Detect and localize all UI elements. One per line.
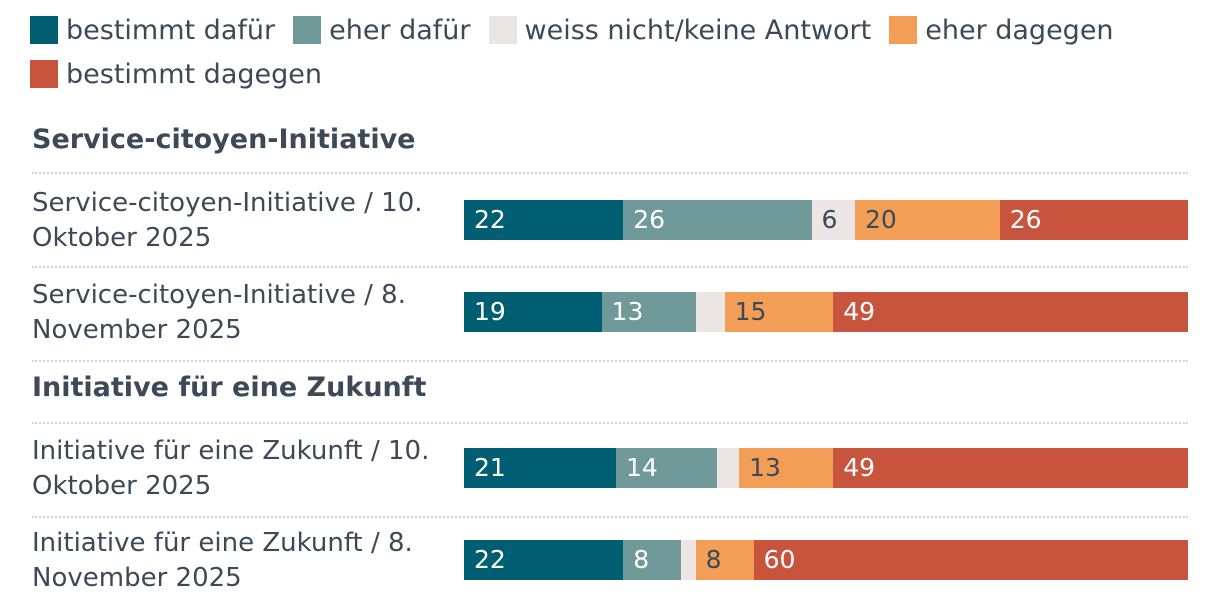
bar-segment-bestimmt_dagegen bbox=[833, 448, 1188, 488]
group-title: Service-citoyen-Initiative bbox=[32, 124, 416, 155]
bar-value-label: 49 bbox=[843, 453, 876, 482]
bar-value-label: 22 bbox=[474, 205, 506, 234]
legend-item-bestimmt_dafuer: bestimmt dafür bbox=[30, 10, 275, 50]
legend-swatch bbox=[889, 16, 918, 44]
bar-segment-eher_dafuer bbox=[616, 448, 718, 488]
row-divider bbox=[32, 516, 1188, 518]
legend-label: bestimmt dagegen bbox=[66, 58, 322, 90]
bar-segment-weiss_nicht bbox=[681, 540, 696, 580]
legend-label: eher dafür bbox=[329, 14, 471, 46]
bar-segment-eher_dagegen bbox=[739, 448, 834, 488]
bar-value-label: 15 bbox=[734, 297, 767, 326]
bar-value-label: 60 bbox=[763, 545, 796, 574]
bar-segment-bestimmt_dagegen bbox=[833, 292, 1188, 332]
row-divider bbox=[32, 266, 1188, 268]
bar-value-label: 20 bbox=[864, 205, 897, 234]
bar-value-label: 14 bbox=[626, 453, 658, 482]
legend-item-bestimmt_dagegen: bestimmt dagegen bbox=[30, 54, 322, 94]
legend-label: weiss nicht/keine Antwort bbox=[524, 14, 872, 46]
bar-segment-weiss_nicht bbox=[717, 448, 740, 488]
bar-value-label: 26 bbox=[1009, 205, 1042, 234]
row-divider bbox=[32, 172, 1188, 174]
bar-segment-bestimmt_dafuer bbox=[464, 200, 624, 240]
bar-value-label: 19 bbox=[474, 297, 506, 326]
row-label: Service-citoyen-Initiative / 8. November… bbox=[32, 280, 406, 345]
row-label: Service-citoyen-Initiative / 10. Oktober… bbox=[32, 188, 423, 253]
legend-swatch bbox=[488, 16, 517, 44]
bar-value-label: 13 bbox=[611, 297, 644, 326]
bar-value-label: 22 bbox=[474, 545, 506, 574]
bar-value-label: 49 bbox=[843, 297, 876, 326]
stacked-bar: 21 14 13 49 bbox=[464, 448, 1188, 488]
legend: bestimmt dafür eher dafür weiss nicht/kein… bbox=[30, 10, 1200, 94]
bar-segment-weiss_nicht bbox=[811, 200, 855, 240]
row-label: Initiative für eine Zukunft / 10. Oktobe… bbox=[32, 436, 430, 501]
legend-swatch bbox=[293, 16, 322, 44]
legend-label: bestimmt dafür bbox=[66, 14, 276, 46]
legend-item-weiss_nicht: weiss nicht/keine Antwort bbox=[488, 10, 872, 50]
bar-segment-eher_dagegen bbox=[695, 540, 754, 580]
legend-swatch bbox=[30, 60, 58, 88]
bar-value-label: 26 bbox=[633, 205, 666, 234]
bar-value-label: 21 bbox=[474, 453, 506, 482]
legend-item-eher_dagegen: eher dagegen bbox=[889, 10, 1114, 50]
bar-value-label: 8 bbox=[633, 545, 650, 574]
row-divider bbox=[32, 360, 1188, 362]
bar-segment-bestimmt_dagegen bbox=[753, 540, 1188, 580]
bar-segment-bestimmt_dafuer bbox=[464, 292, 602, 332]
legend-label: eher dagegen bbox=[925, 14, 1114, 46]
bar-value-label: 6 bbox=[821, 205, 838, 234]
bar-segment-eher_dafuer bbox=[623, 540, 682, 580]
stacked-bar: 22 26 6 20 26 bbox=[464, 200, 1188, 240]
bar-segment-bestimmt_dagegen bbox=[999, 200, 1188, 240]
group-title: Initiative für eine Zukunft bbox=[32, 372, 427, 403]
bar-value-label: 8 bbox=[705, 545, 722, 574]
bar-segment-eher_dagegen bbox=[854, 200, 1000, 240]
row-label: Initiative für eine Zukunft / 8. Novembe… bbox=[32, 528, 413, 593]
bar-segment-weiss_nicht bbox=[695, 292, 725, 332]
bar-segment-eher_dafuer bbox=[623, 200, 812, 240]
stacked-bar: 22 8 8 60 bbox=[464, 540, 1188, 580]
bar-segment-bestimmt_dafuer bbox=[464, 448, 617, 488]
legend-swatch bbox=[30, 16, 58, 44]
bar-segment-bestimmt_dafuer bbox=[464, 540, 624, 580]
row-divider bbox=[32, 422, 1188, 424]
stacked-bar: 19 13 15 49 bbox=[464, 292, 1188, 332]
bar-segment-eher_dafuer bbox=[601, 292, 696, 332]
bar-segment-eher_dagegen bbox=[724, 292, 834, 332]
legend-item-eher_dafuer: eher dafür bbox=[293, 10, 471, 50]
bar-value-label: 13 bbox=[749, 453, 781, 482]
